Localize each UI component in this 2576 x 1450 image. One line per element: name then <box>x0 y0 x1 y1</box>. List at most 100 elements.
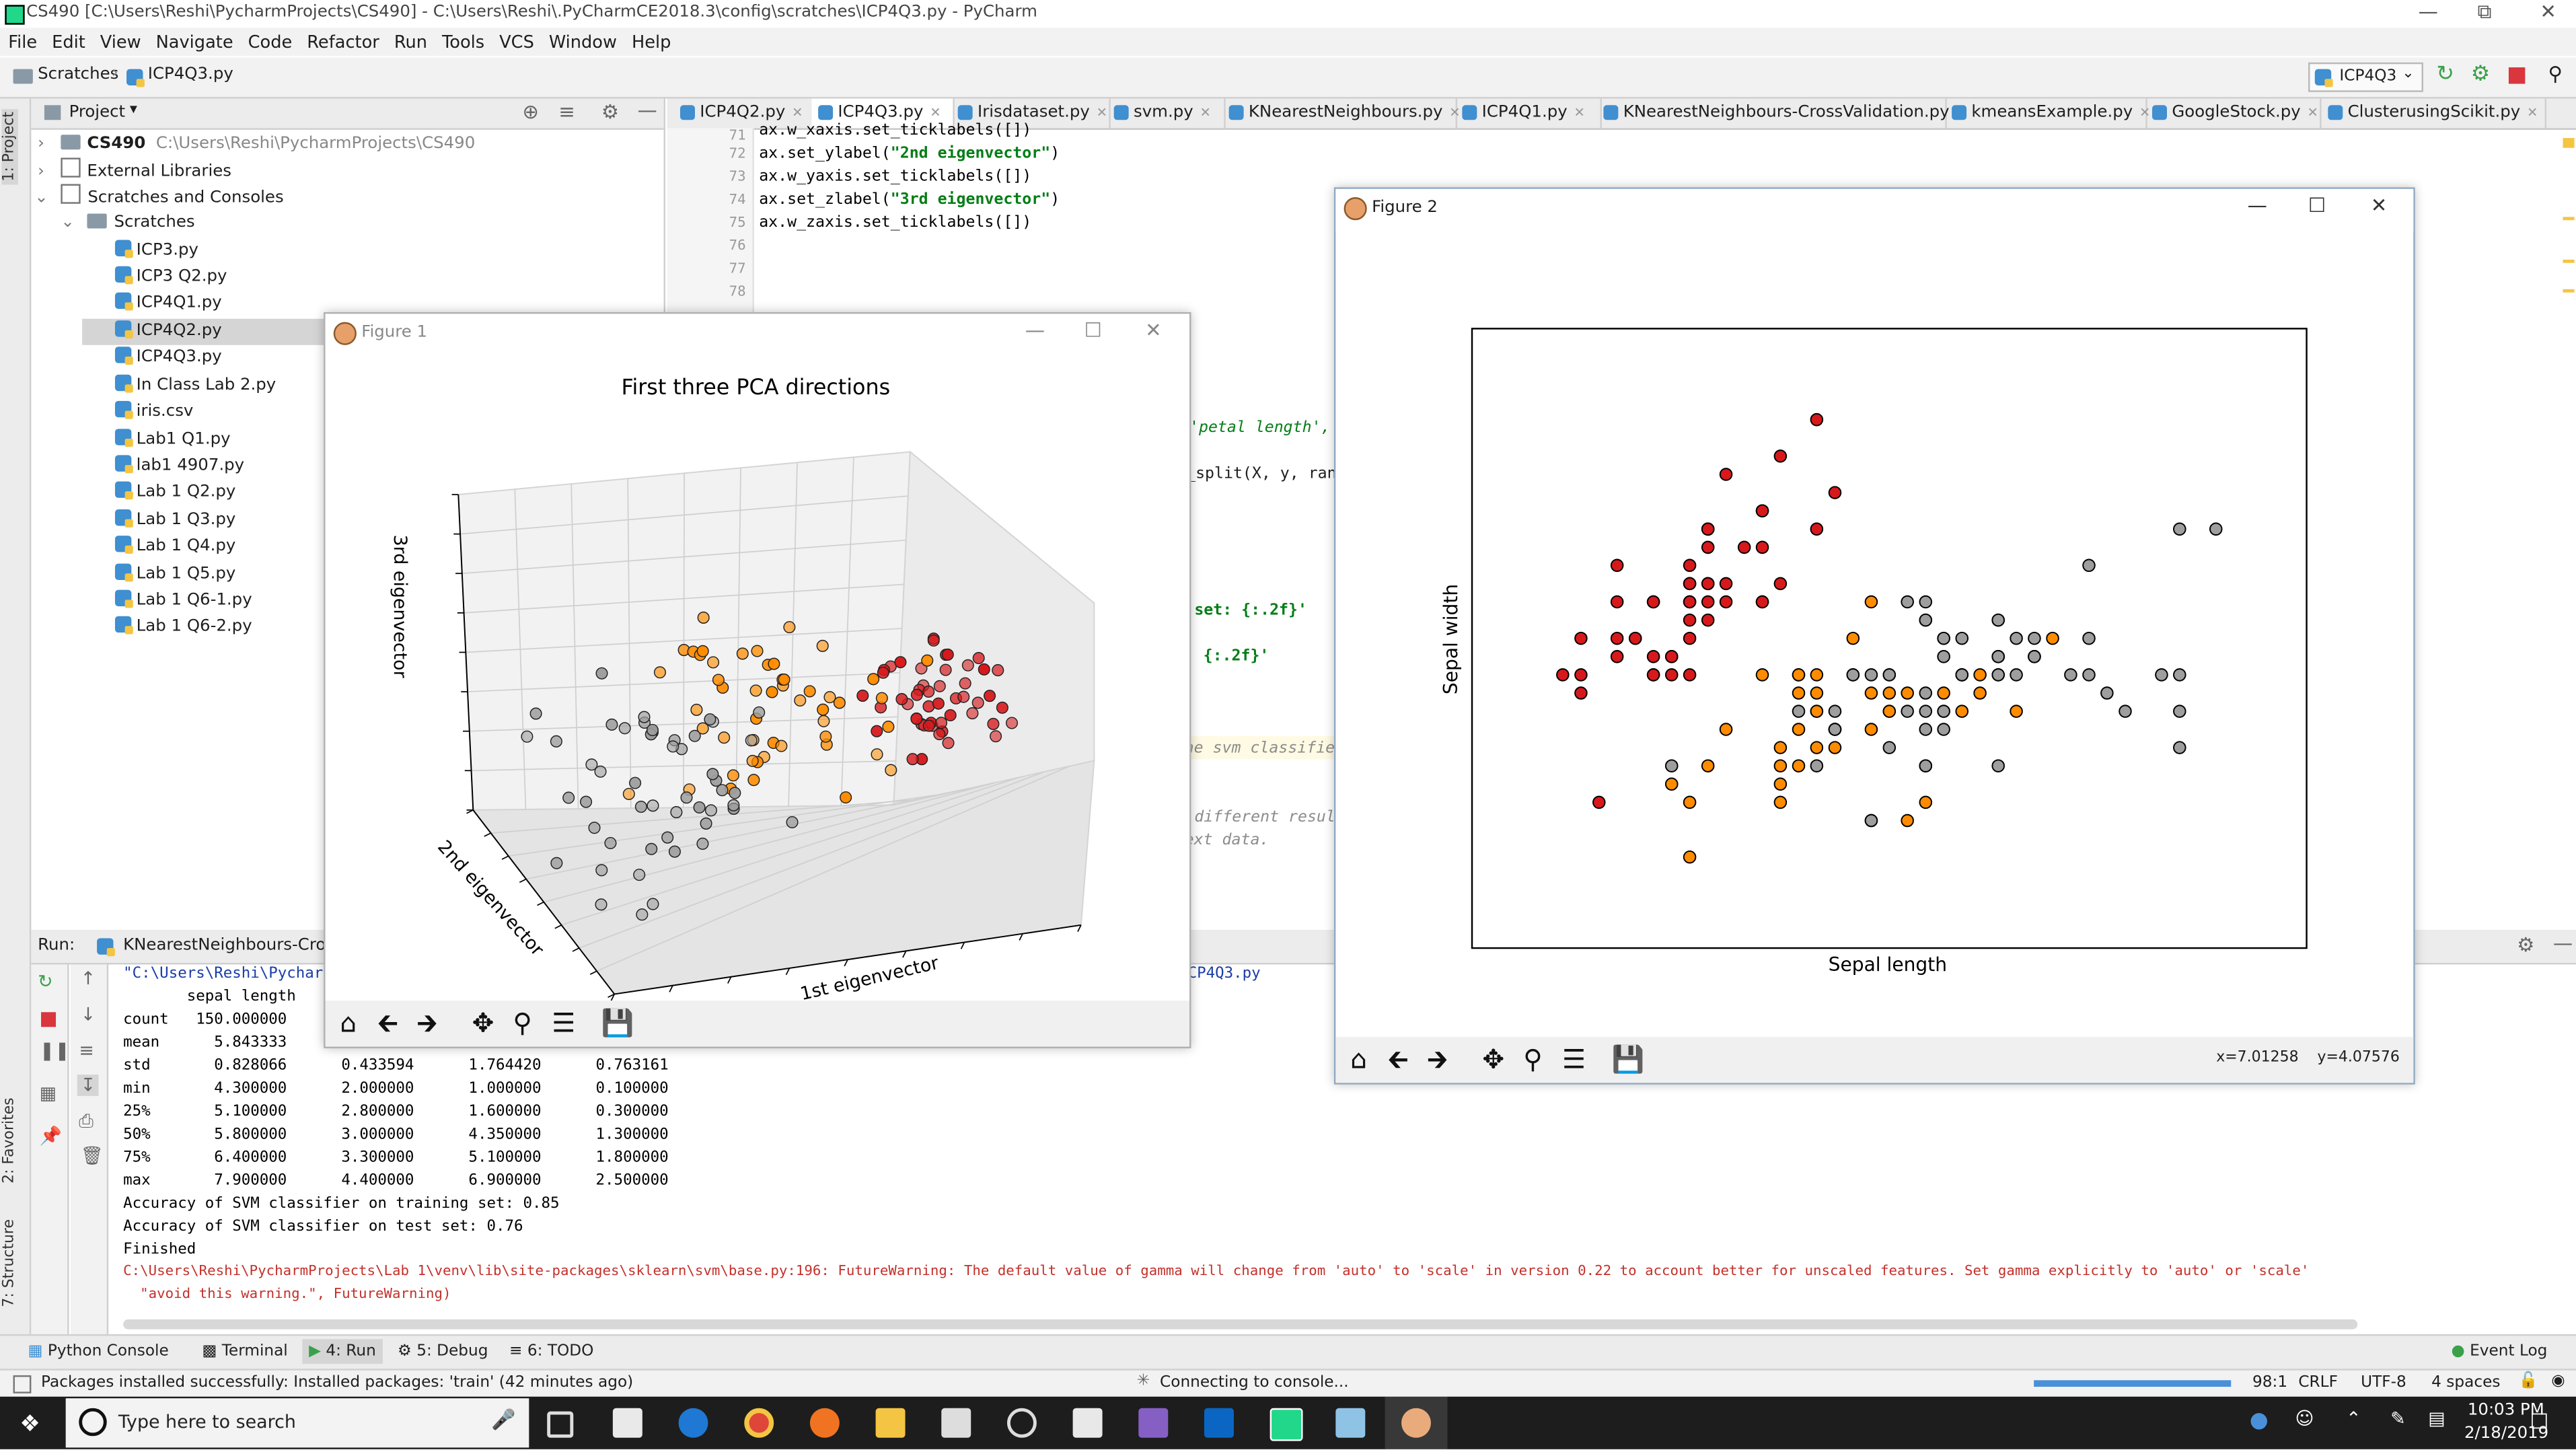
arrow-up-icon[interactable]: ↑ <box>80 968 96 990</box>
status-square-icon[interactable] <box>13 1375 32 1393</box>
tree-scratches-consoles[interactable]: ⌄ Scratches and Consoles <box>34 184 284 211</box>
run-config-tab[interactable]: KNearestNeighbours-CrossV <box>123 936 355 955</box>
tree-file-lab-1-q5[interactable]: Lab 1 Q5.py <box>114 562 235 588</box>
menu-edit[interactable]: Edit <box>52 32 85 52</box>
collapse-icon[interactable]: ≡ <box>558 100 575 124</box>
figure1-window[interactable]: Figure 1 — ☐ ✕ First three PCA direction… <box>324 312 1191 1048</box>
menu-vcs[interactable]: VCS <box>499 32 534 52</box>
save-icon[interactable]: 💾 <box>1611 1043 1645 1075</box>
tab-knn-crossvalidation[interactable]: KNearestNeighbours-CrossValidation.py ✕ <box>1597 98 1967 129</box>
side-tab-project[interactable]: 1: Project <box>1 108 18 185</box>
print-icon[interactable]: ⎙ <box>79 1110 94 1132</box>
run-icon[interactable]: ↻ <box>2436 62 2455 87</box>
close-icon[interactable]: ✕ <box>2139 105 2151 120</box>
tree-file-in-class-lab-2[interactable]: In Class Lab 2.py <box>114 373 276 399</box>
locate-icon[interactable]: ⊕ <box>522 100 540 124</box>
tree-file-icp4q1[interactable]: ICP4Q1.py <box>114 291 222 317</box>
tray-pen-icon[interactable]: ✎ <box>2390 1408 2406 1430</box>
rerun-icon[interactable]: ↻ <box>38 971 53 992</box>
taskbar-date[interactable]: 2/18/2019 <box>2464 1424 2549 1443</box>
close-icon[interactable]: ✕ <box>2526 105 2538 120</box>
home-icon[interactable]: ⌂ <box>340 1007 357 1039</box>
lock-icon[interactable]: 🔓 <box>2518 1372 2538 1390</box>
tree-file-lab-1-q6-2[interactable]: Lab 1 Q6-2.py <box>114 614 252 641</box>
figure2-window[interactable]: Figure 2 — ☐ ✕ Sepal length Sepal width … <box>1333 187 2415 1085</box>
chrome-icon[interactable] <box>744 1408 774 1438</box>
gear-icon[interactable]: ⚙ <box>601 100 620 124</box>
restore-icon[interactable]: ⧉ <box>2477 0 2492 24</box>
taskbar-search-box[interactable]: Type here to search 🎤 <box>65 1398 529 1448</box>
pause-icon[interactable]: ❚❚ <box>39 1040 70 1062</box>
tray-people-icon[interactable]: ☺ <box>2295 1408 2314 1430</box>
debug-icon[interactable]: ⚙ <box>2470 62 2491 87</box>
maximize-icon[interactable]: ☐ <box>2308 194 2326 217</box>
tray-chrome-icon[interactable] <box>2250 1413 2267 1430</box>
close-icon[interactable]: ✕ <box>1449 105 1461 120</box>
tab-googlestock[interactable]: GoogleStock.py ✕ <box>2145 98 2322 129</box>
run-config-select[interactable]: ICP4Q3 ⌄ <box>2308 62 2423 92</box>
hide-icon[interactable]: — <box>637 98 657 122</box>
python-figure-taskbar-icon[interactable] <box>1401 1408 1431 1438</box>
store-icon[interactable] <box>612 1408 642 1438</box>
close-icon[interactable]: ✕ <box>792 105 803 120</box>
back-arrow-icon[interactable]: 🡰 <box>377 1007 399 1039</box>
project-panel-title[interactable]: Project <box>69 103 126 122</box>
tree-file-lab1-q1[interactable]: Lab1 Q1.py <box>114 427 231 454</box>
zoom-icon[interactable]: ⚲ <box>1523 1043 1543 1075</box>
close-icon[interactable]: ✕ <box>2540 0 2556 24</box>
tree-file-iris-csv[interactable]: iris.csv <box>114 399 193 425</box>
gear-icon[interactable]: ⚙ <box>2517 933 2535 957</box>
close-icon[interactable]: ✕ <box>1200 105 1211 120</box>
tool-run[interactable]: ▶ 4: Run <box>302 1339 383 1364</box>
close-icon[interactable]: ✕ <box>1096 105 1107 120</box>
close-icon[interactable]: ✕ <box>2370 194 2388 217</box>
tool-terminal[interactable]: ▩ Terminal <box>202 1342 287 1361</box>
close-icon[interactable]: ✕ <box>1574 105 1585 120</box>
tool-event-log[interactable]: ● Event Log <box>2451 1342 2547 1361</box>
pan-icon[interactable]: ✥ <box>472 1007 494 1039</box>
breadcrumb-scratches[interactable]: Scratches <box>38 65 119 84</box>
minimize-icon[interactable]: — <box>2247 194 2267 217</box>
stop-icon[interactable] <box>41 1012 57 1027</box>
tree-file-lab-1-q4[interactable]: Lab 1 Q4.py <box>114 534 235 560</box>
zoom-icon[interactable]: ⚲ <box>513 1007 532 1039</box>
scroll-to-end-icon[interactable]: ↧ <box>77 1075 100 1096</box>
media-icon[interactable] <box>1006 1408 1037 1438</box>
status-position[interactable]: 98:1 <box>2252 1373 2288 1392</box>
trash-icon[interactable]: 🗑 <box>80 1145 104 1167</box>
windows-start-icon[interactable]: ❖ <box>20 1411 40 1438</box>
side-tab-structure[interactable]: 7: Structure <box>1 1219 18 1307</box>
minimize-icon[interactable]: — <box>2418 0 2438 24</box>
tree-file-icp3[interactable]: ICP3.py <box>114 238 198 264</box>
status-encoding[interactable]: UTF-8 <box>2361 1373 2406 1392</box>
close-icon[interactable]: ✕ <box>930 105 941 120</box>
tab-svm[interactable]: svm.py ✕ <box>1107 98 1226 129</box>
tab-icp4q1[interactable]: ICP4Q1.py ✕ <box>1456 98 1602 129</box>
menu-navigate[interactable]: Navigate <box>155 32 233 52</box>
tree-file-lab-1-q6-1[interactable]: Lab 1 Q6-1.py <box>114 588 252 614</box>
tab-knearestneighbours[interactable]: KNearestNeighbours.py ✕ <box>1222 98 1461 129</box>
tool-debug[interactable]: ⚙ 5: Debug <box>398 1342 488 1361</box>
tray-network-icon[interactable]: ▤ <box>2428 1408 2445 1430</box>
tree-root[interactable]: › CS490 C:\Users\Reshi\PycharmProjects\CS… <box>38 131 475 157</box>
forward-arrow-icon[interactable]: 🡲 <box>1426 1043 1448 1075</box>
menu-help[interactable]: Help <box>631 32 671 52</box>
menu-file[interactable]: File <box>8 32 38 52</box>
breadcrumb-file[interactable]: ICP4Q3.py <box>147 65 233 84</box>
save-icon[interactable]: 💾 <box>601 1007 634 1039</box>
figure2-titlebar[interactable]: Figure 2 — ☐ ✕ <box>1335 188 2414 232</box>
tool-todo[interactable]: ≡ 6: TODO <box>509 1342 593 1361</box>
soft-wrap-icon[interactable]: ≡ <box>79 1040 94 1062</box>
search-icon[interactable]: ⚲ <box>2548 62 2563 85</box>
mail-icon[interactable] <box>941 1408 971 1438</box>
tree-file-lab1-4907[interactable]: lab1 4907.py <box>114 454 244 480</box>
stop-icon[interactable] <box>2508 67 2526 84</box>
tree-external-libraries[interactable]: › External Libraries <box>38 157 231 184</box>
close-icon[interactable]: ✕ <box>2307 105 2318 120</box>
tree-file-icp4q3[interactable]: ICP4Q3.py <box>114 345 222 371</box>
pin-icon[interactable]: 📌 <box>39 1125 63 1147</box>
chevron-down-icon[interactable]: ▾ <box>129 102 137 118</box>
arrow-down-icon[interactable]: ↓ <box>80 1004 96 1025</box>
tab-kmeansexample[interactable]: kmeansExample.py ✕ <box>1945 98 2151 129</box>
configure-subplots-icon[interactable]: ☰ <box>552 1007 576 1039</box>
